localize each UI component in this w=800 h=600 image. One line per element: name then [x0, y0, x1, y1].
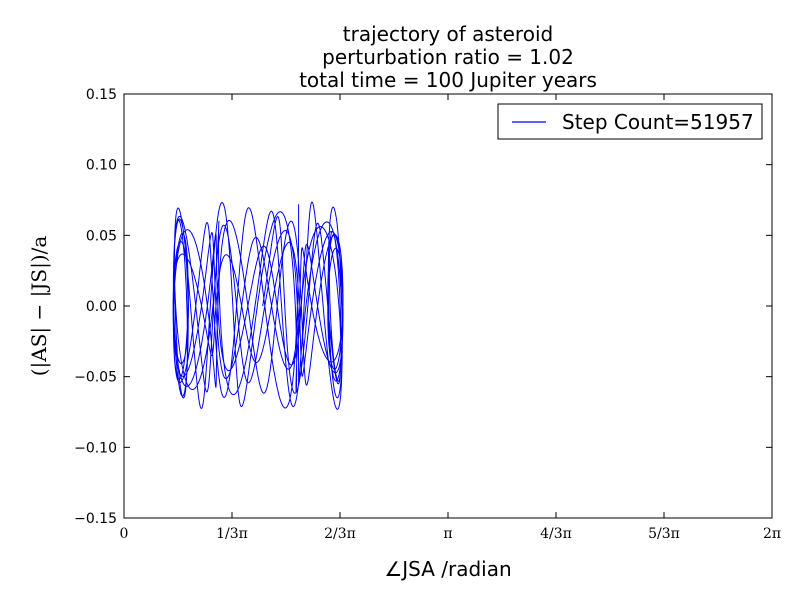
x-tick-label: 2π	[763, 526, 781, 542]
chart-title-line-1: trajectory of asteroid	[343, 22, 553, 46]
y-tick-label: −0.05	[74, 370, 117, 386]
x-tick-label: 4/3π	[540, 526, 572, 542]
y-tick-label: 0.15	[86, 87, 117, 103]
plot-area	[123, 93, 773, 519]
x-tick-label: 5/3π	[648, 526, 680, 542]
y-tick-label: −0.10	[74, 440, 117, 456]
trajectory-line	[172, 201, 344, 410]
y-axis-label: (|AS| − |JS|)/a	[27, 236, 52, 377]
chart-title-line-2: perturbation ratio = 1.02	[322, 45, 574, 69]
x-tick-label: 2/3π	[324, 526, 356, 542]
chart-title: trajectory of asteroid perturbation rati…	[299, 22, 597, 92]
axis-ticks	[123, 93, 773, 519]
x-tick-label: 1/3π	[216, 526, 248, 542]
x-axis-label: ∠JSA /radian	[384, 557, 511, 581]
y-tick-label: −0.15	[74, 511, 117, 527]
y-tick-label: 0.10	[86, 158, 117, 174]
y-tick-label: 0.00	[86, 299, 117, 315]
y-tick-labels: 0.15 0.10 0.05 0.00 −0.05 −0.10 −0.15	[74, 87, 117, 527]
x-tick-label: 0	[120, 526, 129, 542]
y-tick-label: 0.05	[86, 228, 117, 244]
trajectory-series	[172, 201, 344, 410]
legend-label: Step Count=51957	[562, 110, 754, 134]
x-tick-labels: 0 1/3π 2/3π π 4/3π 5/3π 2π	[120, 526, 782, 542]
x-tick-label: π	[443, 526, 452, 542]
legend: Step Count=51957	[497, 103, 763, 140]
chart-title-line-3: total time = 100 Jupiter years	[299, 68, 597, 92]
